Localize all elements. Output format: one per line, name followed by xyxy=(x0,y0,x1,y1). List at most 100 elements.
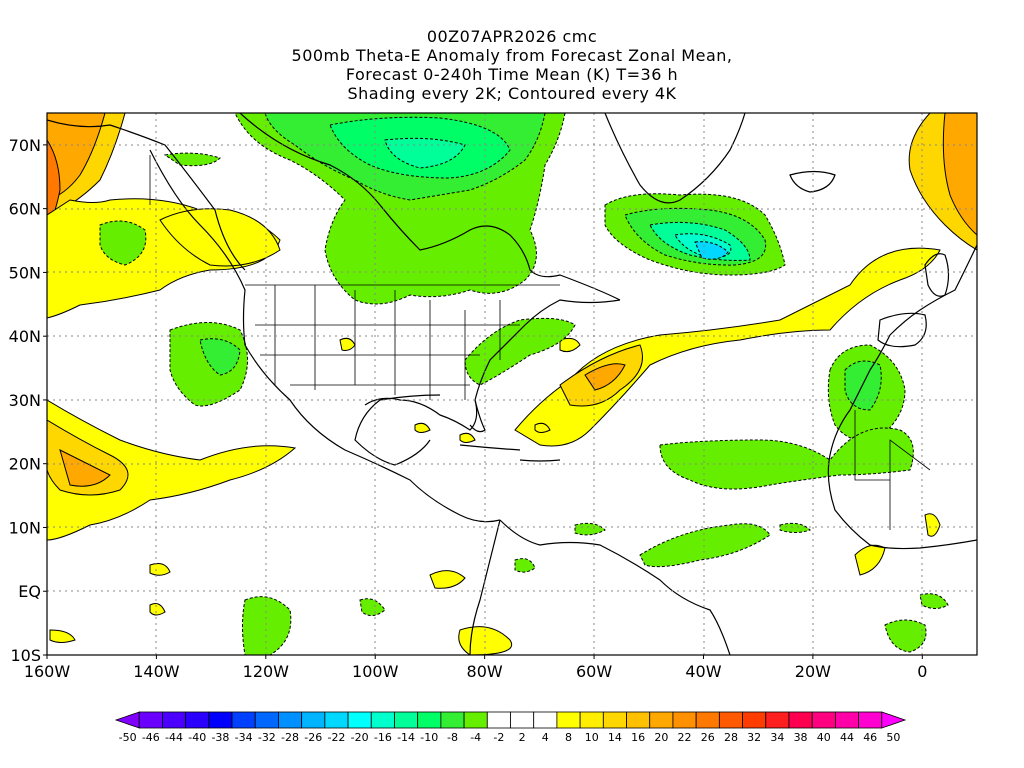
colorbar-label: 44 xyxy=(840,731,854,744)
y-tick-label: 10N xyxy=(9,518,41,537)
x-tick-label: 140W xyxy=(133,662,180,681)
colorbar-label: -4 xyxy=(470,731,481,744)
colorbar-swatch xyxy=(602,711,627,729)
x-tick-label: 40W xyxy=(685,662,721,681)
colorbar-swatch xyxy=(370,711,395,729)
colorbar-label: 2 xyxy=(519,731,526,744)
colorbar-swatch xyxy=(138,711,163,729)
colorbar-label: 8 xyxy=(565,731,572,744)
colorbar-label: -14 xyxy=(397,731,415,744)
y-tick-label: 60N xyxy=(9,200,41,219)
colorbar-swatch xyxy=(533,711,558,729)
colorbar-label: -40 xyxy=(188,731,206,744)
x-tick-label: 80W xyxy=(467,662,503,681)
y-tick-label: EQ xyxy=(18,582,41,601)
x-tick-label: 120W xyxy=(243,662,290,681)
colorbar-label: -22 xyxy=(327,731,345,744)
map-title-line-4: Shading every 2K; Contoured every 4K xyxy=(347,84,677,103)
colorbar-swatch xyxy=(347,711,372,729)
negative-anomaly-shading xyxy=(99,113,949,655)
colorbar-label: -8 xyxy=(447,731,458,744)
colorbar-swatch xyxy=(742,711,767,729)
colorbar-label: -44 xyxy=(165,731,183,744)
colorbar-label: -20 xyxy=(351,731,369,744)
colorbar-swatch xyxy=(254,711,279,729)
colorbar-swatch xyxy=(231,711,256,729)
x-tick-label: 20W xyxy=(795,662,831,681)
colorbar-label: 16 xyxy=(631,731,645,744)
map-frame xyxy=(46,112,978,656)
colorbar-swatch xyxy=(301,711,326,729)
y-tick-label: 70N xyxy=(9,136,41,155)
colorbar-label: -50 xyxy=(119,731,137,744)
colorbar-swatch xyxy=(672,711,697,729)
colorbar-swatch xyxy=(463,711,488,729)
colorbar-label: 22 xyxy=(678,731,692,744)
map-title-line-1: 00Z07APR2026 cmc xyxy=(426,27,598,46)
colorbar-swatch xyxy=(394,711,419,729)
colorbar-label: -34 xyxy=(235,731,253,744)
colorbar-label: 10 xyxy=(585,731,599,744)
colorbar-swatch xyxy=(162,711,187,729)
colorbar: -50 -46 -44 -40 -38 -34 -32 -28 -26 -22 -20 -16 -14-… xyxy=(114,711,907,744)
x-tick-label: 100W xyxy=(352,662,399,681)
colorbar-label: -10 xyxy=(420,731,438,744)
colorbar-swatch xyxy=(486,711,511,729)
colorbar-label: -38 xyxy=(211,731,229,744)
y-tick-label: 20N xyxy=(9,455,41,474)
colorbar-swatch xyxy=(185,711,210,729)
positive-anomaly-shading xyxy=(47,113,977,655)
y-tick-label: 10S xyxy=(10,646,41,665)
map-title-line-3: Forecast 0-240h Time Mean (K) T=36 h xyxy=(345,65,679,84)
colorbar-label: 4 xyxy=(542,731,549,744)
colorbar-label: 46 xyxy=(863,731,877,744)
colorbar-swatch xyxy=(278,711,303,729)
colorbar-label: -16 xyxy=(374,731,392,744)
colorbar-swatch xyxy=(834,711,859,729)
colorbar-label: -2 xyxy=(493,731,504,744)
coastlines xyxy=(47,113,977,655)
y-tick-label: 40N xyxy=(9,327,41,346)
colorbar-swatch xyxy=(695,711,720,729)
map-title-line-2: 500mb Theta-E Anomaly from Forecast Zona… xyxy=(291,46,733,65)
longitude-axis: 160W 140W 120W 100W 80W 60W 40W 20W 0 xyxy=(24,655,927,681)
colorbar-swatch xyxy=(765,711,790,729)
y-tick-label: 50N xyxy=(9,263,41,282)
x-tick-label: 160W xyxy=(24,662,71,681)
colorbar-swatch xyxy=(510,711,535,729)
colorbar-swatch xyxy=(626,711,651,729)
map-plot-area xyxy=(47,113,977,655)
colorbar-swatch xyxy=(208,711,233,729)
x-tick-label: 60W xyxy=(576,662,612,681)
colorbar-label: -46 xyxy=(142,731,160,744)
colorbar-swatch xyxy=(811,711,836,729)
colorbar-swatch xyxy=(579,711,604,729)
political-boundaries xyxy=(149,155,931,530)
colorbar-label: -28 xyxy=(281,731,299,744)
colorbar-label: -32 xyxy=(258,731,276,744)
graticule xyxy=(47,113,977,655)
colorbar-swatch xyxy=(788,711,813,729)
colorbar-swatch xyxy=(858,711,883,729)
colorbar-swatch xyxy=(881,711,907,729)
colorbar-label: 38 xyxy=(794,731,808,744)
colorbar-label: 40 xyxy=(817,731,831,744)
colorbar-swatch xyxy=(417,711,442,729)
colorbar-swatch xyxy=(114,711,140,729)
colorbar-label: 26 xyxy=(701,731,715,744)
colorbar-label: -26 xyxy=(304,731,322,744)
colorbar-label: 20 xyxy=(654,731,668,744)
latitude-axis: 70N 60N 50N 40N 30N 20N 10N EQ 10S xyxy=(9,136,47,665)
colorbar-label: 34 xyxy=(770,731,784,744)
colorbar-swatch xyxy=(440,711,465,729)
colorbar-swatch xyxy=(649,711,674,729)
colorbar-label: 14 xyxy=(608,731,622,744)
colorbar-swatch xyxy=(324,711,349,729)
colorbar-swatch xyxy=(556,711,581,729)
y-tick-label: 30N xyxy=(9,391,41,410)
x-tick-label: 0 xyxy=(917,662,927,681)
colorbar-label: 50 xyxy=(886,731,900,744)
colorbar-swatch xyxy=(718,711,743,729)
colorbar-label: 28 xyxy=(724,731,738,744)
